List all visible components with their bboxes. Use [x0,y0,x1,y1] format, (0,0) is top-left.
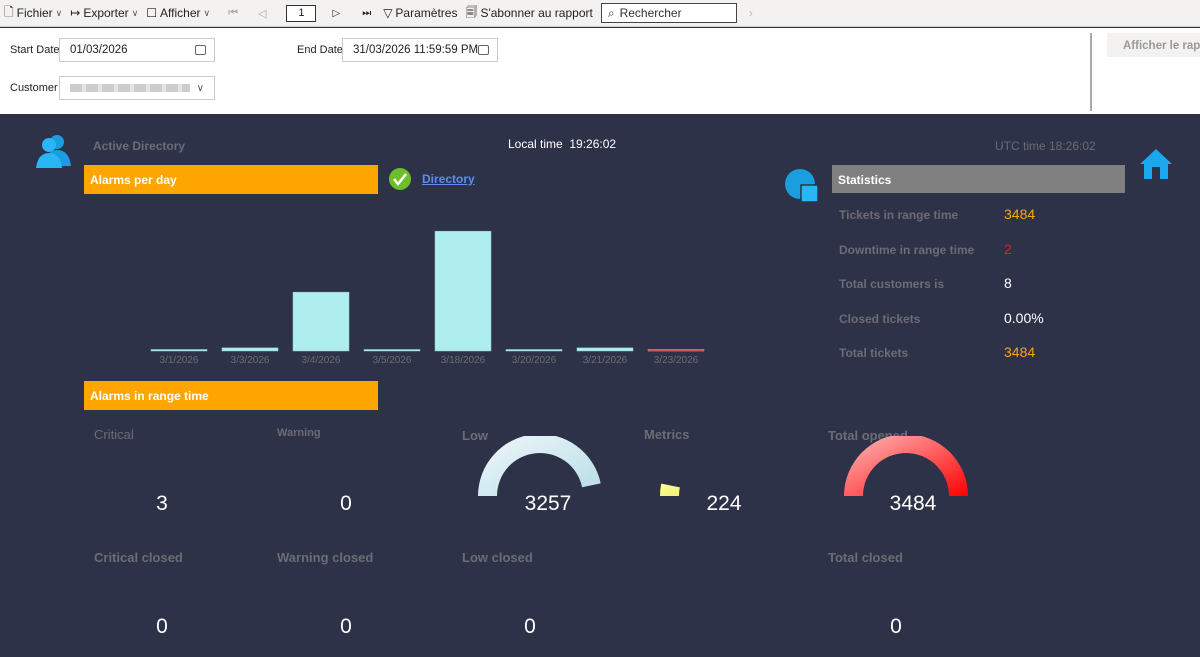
x-tick-label: 3/4/2026 [302,355,341,366]
subscribe-icon: 🗐 [465,4,478,19]
export-menu[interactable]: ↦ Exporter ∨ [70,6,139,20]
customer-value-redacted [70,84,190,92]
alarms-per-day-header: Alarms per day [84,165,378,194]
chart-bar[interactable] [292,291,350,352]
chart-bar[interactable] [363,349,421,352]
stat-label: Closed tickets [839,311,921,326]
filter-icon: ▽ [383,6,393,20]
chevron-right-icon[interactable]: › [748,6,753,20]
chart-bar[interactable] [505,349,563,352]
directory-link[interactable]: Directory [422,172,475,186]
users-icon [36,135,71,168]
warning-label: Warning [277,427,321,439]
view-menu[interactable]: ☐ Afficher ∨ [146,6,211,20]
chart-bar[interactable] [221,347,279,352]
metrics-gauge [660,483,680,496]
alarms-per-day-chart: 3/1/2026 3/3/2026 3/4/2026 3/5/2026 3/18/202… [150,230,705,366]
critical-closed-label: Critical closed [94,550,183,565]
warning-value: 0 [340,492,352,515]
chevron-down-icon: ∨ [131,7,139,18]
report-toolbar: 🗋 Fichier ∨ ↦ Exporter ∨ ☐ Afficher ∨ ⏮ ◁ 1 ▷ … [0,0,1200,27]
warning-closed-value: 0 [340,615,352,638]
last-page-icon[interactable]: ⏭ [362,7,372,19]
stat-label: Tickets in range time [839,208,959,222]
search-input[interactable]: ⌕ Rechercher [600,3,737,23]
gauge-arc [660,483,680,496]
next-page-icon[interactable]: ▷ [332,7,341,19]
page-number-input[interactable]: 1 [286,4,317,22]
chart-bar[interactable] [150,349,208,352]
low-closed-value: 0 [524,615,536,638]
end-date-field[interactable]: 31/03/2026 11:59:59 PM [342,38,498,62]
prev-page-icon[interactable]: ◁ [258,7,267,20]
metrics-label: Metrics [644,427,690,442]
x-tick-label: 3/21/2026 [583,355,628,366]
view-icon: ☐ [146,6,158,20]
stat-value: 3484 [1004,206,1036,222]
parameters-button[interactable]: ▽ Paramètres [383,6,458,20]
customer-select[interactable]: ∨ [59,76,215,100]
stat-label: Downtime in range time [839,242,975,257]
chart-bar[interactable] [434,230,492,352]
critical-value: 3 [156,492,168,515]
x-tick-label: 3/5/2026 [373,355,412,366]
x-tick-label: 3/1/2026 [160,355,199,366]
divider [1090,33,1092,111]
alarms-in-range-header: Alarms in range time [84,381,378,410]
parameters-panel: Start Date 01/03/2026 End Date 31/03/202… [0,28,1200,114]
total-closed-label: Total closed [828,550,903,565]
dashboard: Active Directory Local time 19:26:02 UTC… [0,114,1200,657]
x-tick-label: 3/23/2026 [654,355,699,366]
export-icon: ↦ [70,6,81,20]
utc-time: UTC time 18:26:02 [995,139,1096,153]
file-menu[interactable]: 🗋 Fichier ∨ [4,3,62,24]
calendar-icon[interactable] [195,45,206,55]
chevron-down-icon: ∨ [196,82,204,94]
stat-value: 0.00% [1004,309,1044,326]
home-icon[interactable] [1139,147,1173,183]
chart-bar[interactable] [647,349,705,352]
total-opened-value: 3484 [889,492,937,515]
warning-closed-label: Warning closed [277,550,374,565]
x-tick-label: 3/3/2026 [231,355,270,366]
x-tick-label: 3/18/2026 [441,355,486,366]
metrics-value: 224 [706,492,742,515]
check-icon [389,168,411,190]
start-date-field[interactable]: 01/03/2026 [59,38,215,62]
gauge-arc [478,436,601,496]
subscribe-button[interactable]: 🗐 S'abonner au rapport [465,3,592,24]
search-icon: ⌕ [607,5,615,20]
first-page-icon[interactable]: ⏮ [228,6,239,19]
chevron-down-icon: ∨ [203,7,211,18]
low-gauge [478,436,601,496]
stat-label: Total tickets [839,346,909,360]
end-date-label: End Date [297,44,343,56]
gauge-arc [844,436,968,496]
pie-chart-icon [785,169,819,203]
critical-closed-value: 0 [156,615,168,638]
low-label: Low [462,428,488,443]
total-opened-gauge [844,436,968,496]
chevron-down-icon: ∨ [55,7,63,18]
stat-value: 2 [1004,240,1012,257]
show-report-button[interactable]: Afficher le rapport [1107,33,1200,57]
calendar-icon[interactable] [478,45,489,55]
low-closed-label: Low closed [462,550,533,565]
page-title: Active Directory [93,139,186,153]
stat-value: 3484 [1004,344,1036,360]
chart-bar[interactable] [576,347,634,352]
total-closed-value: 0 [890,615,902,638]
file-icon: 🗋 [4,4,14,19]
start-date-label: Start Date [10,44,60,56]
local-time: Local time 19:26:02 [508,137,617,151]
stat-value: 8 [1004,275,1012,291]
statistics-header: Statistics [832,165,1125,193]
low-value: 3257 [524,492,572,515]
x-tick-label: 3/20/2026 [512,355,557,366]
critical-label: Critical [94,427,134,442]
customer-label: Customer [10,82,58,94]
stat-label: Total customers is [839,277,945,291]
